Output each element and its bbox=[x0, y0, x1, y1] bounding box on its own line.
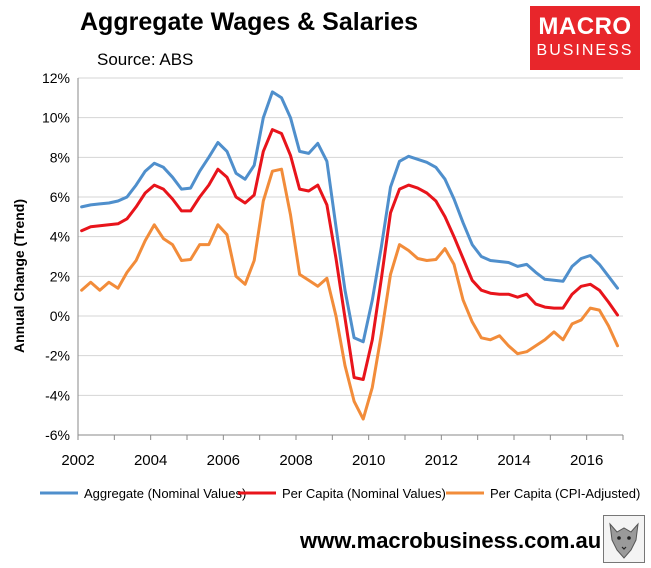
y-axis-label: Annual Change (Trend) bbox=[11, 199, 27, 353]
y-tick-label: 8% bbox=[50, 149, 70, 165]
legend-label: Per Capita (Nominal Values) bbox=[282, 486, 446, 501]
x-tick-label: 2016 bbox=[570, 452, 603, 469]
website-url: www.macrobusiness.com.au bbox=[300, 528, 602, 553]
y-tick-label: 10% bbox=[42, 110, 70, 126]
y-tick-label: 6% bbox=[50, 189, 70, 205]
x-tick-label: 2002 bbox=[61, 452, 94, 469]
y-tick-label: -2% bbox=[45, 348, 70, 364]
logo-line2: BUSINESS bbox=[536, 42, 634, 59]
y-tick-label: 2% bbox=[50, 268, 70, 284]
source-label: Source: ABS bbox=[97, 50, 194, 69]
macrobusiness-logo: MACRO BUSINESS bbox=[530, 6, 640, 70]
logo-line1: MACRO bbox=[538, 13, 632, 40]
series-line-per-capita-cpi-adjusted bbox=[80, 167, 619, 421]
x-tick-label: 2012 bbox=[425, 452, 458, 469]
series-line-per-capita-nominal-values bbox=[80, 128, 619, 381]
x-tick-label: 2008 bbox=[279, 452, 312, 469]
chart-title: Aggregate Wages & Salaries bbox=[80, 8, 419, 36]
legend-layer: Aggregate (Nominal Values) Per Capita (No… bbox=[40, 486, 640, 501]
y-tick-label: -6% bbox=[45, 427, 70, 443]
axis-layer: -6% -4% -2% 0% 2% 4% 6% 8% 10% 12% 2002 2004 2006 200… bbox=[42, 70, 624, 469]
series-line-aggregate-nominal-values bbox=[80, 90, 619, 344]
legend-label: Per Capita (CPI-Adjusted) bbox=[490, 486, 640, 501]
y-tick-label: 12% bbox=[42, 70, 70, 86]
y-tick-label: 0% bbox=[50, 308, 70, 324]
x-tick-label: 2006 bbox=[207, 452, 240, 469]
x-tick-label: 2014 bbox=[497, 452, 530, 469]
y-tick-label: 4% bbox=[50, 229, 70, 245]
legend-label: Aggregate (Nominal Values) bbox=[84, 486, 246, 501]
wolf-icon bbox=[603, 515, 645, 563]
x-tick-label: 2004 bbox=[134, 452, 167, 469]
series-layer bbox=[80, 90, 619, 421]
y-tick-label: -4% bbox=[45, 387, 70, 403]
x-tick-label: 2010 bbox=[352, 452, 385, 469]
